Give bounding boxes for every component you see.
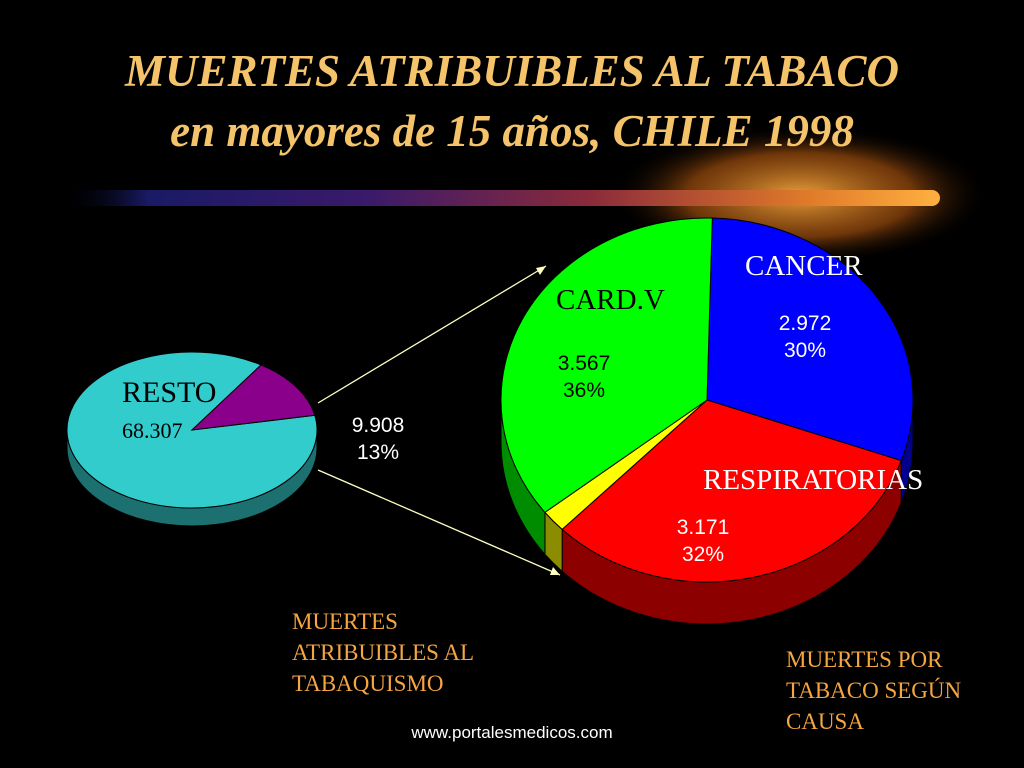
title-line-2: en mayores de 15 años, CHILE 1998 <box>170 106 854 156</box>
footer-url: www.portalesmedicos.com <box>411 723 613 742</box>
caption-causas-line-3: CAUSA <box>786 709 864 734</box>
card-value: 3.567 <box>557 352 611 375</box>
connector-lower-arrow <box>550 567 560 575</box>
card-percent: 36% <box>562 379 606 402</box>
cancer-value: 2.972 <box>778 312 832 335</box>
cancer-data-label: 2.972 30% <box>745 310 865 364</box>
respiratorias-value: 3.171 <box>676 516 730 539</box>
connector-lines <box>317 265 561 576</box>
atribuibles-percent: 13% <box>356 441 400 464</box>
caption-causas: MUERTES POR TABACO SEGÚN CAUSA <box>786 644 961 737</box>
atribuibles-data-label: 9.908 13% <box>330 412 426 466</box>
pie-atribuibles <box>66 351 318 527</box>
cancer-percent: 30% <box>783 339 827 362</box>
respiratorias-label: RESPIRATORIAS <box>703 464 924 496</box>
pie-causas-slice-1 <box>561 399 902 583</box>
pie-causas-slice-3 <box>500 217 713 514</box>
caption-atribuibles-line-1: MUERTES <box>292 609 398 634</box>
connector-upper-arrow <box>536 266 546 275</box>
caption-causas-line-2: TABACO SEGÚN <box>786 678 962 703</box>
cancer-label: CANCER <box>745 250 863 282</box>
card-data-label: 3.567 36% <box>524 350 644 404</box>
caption-atribuibles-line-3: TABAQUISMO <box>292 671 444 696</box>
connector-upper <box>317 265 547 404</box>
resto-value: 68.307 <box>122 418 183 443</box>
caption-atribuibles: MUERTES ATRIBUIBLES AL TABAQUISMO <box>292 606 474 699</box>
pie-causas-slice-0 <box>706 217 914 462</box>
caption-atribuibles-line-2: ATRIBUIBLES AL <box>292 640 475 665</box>
respiratorias-percent: 32% <box>681 543 725 566</box>
resto-label: RESTO <box>122 376 217 409</box>
pie-causas <box>500 217 914 625</box>
atribuibles-value: 9.908 <box>351 414 405 437</box>
title-line-1: MUERTES ATRIBUIBLES AL TABACO <box>125 46 899 96</box>
caption-causas-line-1: MUERTES POR <box>786 647 943 672</box>
respiratorias-data-label: 3.171 32% <box>643 514 763 568</box>
card-label: CARD.V <box>556 284 665 316</box>
pie-atribuibles-slice-1 <box>190 364 316 431</box>
connector-lower <box>317 469 561 576</box>
